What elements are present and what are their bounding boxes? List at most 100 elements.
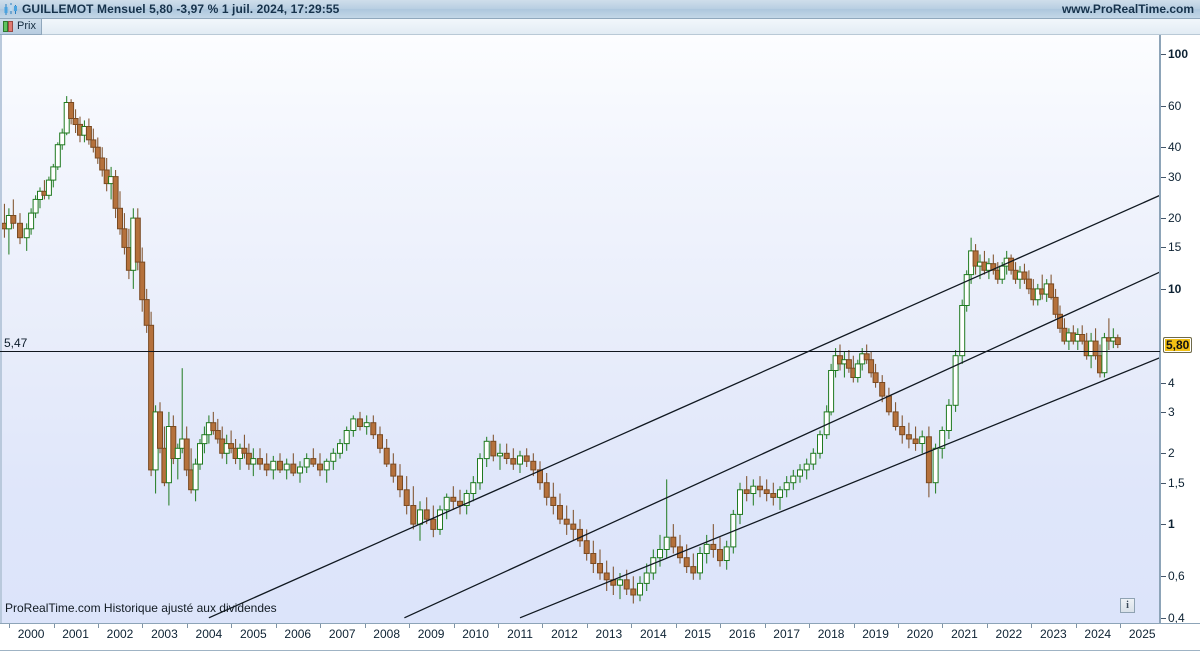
x-axis-label: 2010 [462, 627, 489, 641]
x-axis-tick [9, 624, 11, 628]
x-axis-label: 2008 [373, 627, 401, 641]
x-axis-tick [809, 624, 811, 628]
x-axis-label: 2011 [507, 627, 533, 641]
tab-prix[interactable]: Prix [0, 19, 42, 35]
candle-green-red-icon [3, 21, 14, 32]
candlestick-logo-icon [4, 3, 17, 15]
y-axis-tick [1161, 411, 1166, 413]
x-axis-tick [498, 624, 499, 628]
x-axis-label: 2002 [106, 627, 134, 641]
y-axis-label: 1 [1168, 517, 1175, 532]
brand-website: www.ProRealTime.com [1061, 2, 1194, 16]
plot-left-border [0, 35, 2, 623]
x-axis-tick [720, 624, 722, 628]
y-axis-tick [1161, 576, 1166, 578]
x-axis-label: 2025 [1128, 627, 1156, 641]
y-axis-label: 20 [1168, 211, 1182, 226]
y-axis-tick [1161, 288, 1166, 290]
x-axis-label: 2013 [595, 627, 623, 641]
x-axis-tick [898, 624, 899, 628]
x-axis-tick [1031, 624, 1033, 628]
y-axis-tick [1161, 524, 1166, 526]
y-axis-tick [1161, 218, 1166, 220]
y-axis-tick [1161, 482, 1166, 484]
y-axis-label: 3 [1168, 404, 1175, 419]
x-axis-tick [320, 624, 322, 628]
x-axis-tick [1120, 624, 1122, 628]
tab-prix-label: Prix [17, 20, 36, 32]
x-axis-tick [631, 624, 633, 628]
x-axis-tick [142, 624, 144, 628]
y-axis-label: 30 [1168, 169, 1182, 184]
y-axis-tick [1161, 382, 1166, 384]
y-axis-label: 60 [1168, 98, 1182, 113]
x-axis-label: 2012 [551, 627, 578, 641]
y-axis-tick [1161, 247, 1166, 249]
x-axis-label: 2021 [951, 627, 978, 641]
x-axis-tick [1075, 624, 1077, 628]
window-titlebar: GUILLEMOT Mensuel 5,80 -3,97 % 1 juil. 2… [0, 0, 1200, 19]
x-axis-tick [98, 624, 99, 628]
x-axis-tick [186, 624, 188, 628]
y-axis-tick [1161, 453, 1166, 455]
y-axis-tick [1161, 53, 1166, 55]
x-axis-label: 2005 [239, 627, 267, 641]
x-axis-tick [542, 624, 544, 628]
window-title: GUILLEMOT Mensuel 5,80 -3,97 % 1 juil. 2… [22, 2, 340, 16]
y-axis-tick [1161, 147, 1166, 149]
x-axis-tick [53, 624, 55, 628]
indicator-tabstrip: Prix [0, 19, 1200, 35]
x-axis-label: 2020 [906, 627, 934, 641]
y-axis-label: 100 [1168, 46, 1189, 61]
x-axis-label: 2023 [1039, 627, 1067, 641]
y-axis-label: 0,4 [1168, 610, 1185, 625]
y-axis-tick [1161, 617, 1166, 619]
y-axis[interactable]: 100 60 40 30 20 15 10 4 3 2 1,5 1 0,6 0,4 [1160, 35, 1200, 625]
y-axis-label: 2 [1168, 446, 1175, 461]
y-axis-tick [1161, 176, 1166, 178]
y-axis-label: 1,5 [1168, 475, 1185, 490]
x-axis-tick [764, 624, 766, 628]
x-axis-label: 2022 [995, 627, 1023, 641]
x-axis-label: 2017 [773, 627, 801, 641]
x-axis-tick [453, 624, 455, 628]
x-axis-tick [942, 624, 944, 628]
x-axis-label: 2018 [817, 627, 845, 641]
current-price-line [0, 350, 1160, 352]
y-axis-label: 0,6 [1168, 569, 1185, 584]
x-axis-label: 2019 [862, 627, 889, 641]
x-axis-label: 2007 [328, 627, 356, 641]
x-axis-tick [986, 624, 988, 628]
x-axis-tick [275, 624, 277, 628]
chart-watermark: ProRealTime.com Historique ajusté aux di… [5, 601, 277, 615]
y-axis-label: 40 [1168, 140, 1182, 155]
x-axis-tick [853, 624, 855, 628]
x-axis-label: 2015 [684, 627, 712, 641]
x-axis-bottom-border [0, 650, 1200, 651]
trendline-annotations[interactable] [0, 35, 1160, 623]
x-axis-label: 2009 [417, 627, 445, 641]
x-axis-label: 2016 [728, 627, 756, 641]
x-axis-tick [409, 624, 411, 628]
x-axis[interactable]: 2000 2001 2002 2003 2004 2005 2006 2007 2008 2009… [0, 623, 1200, 654]
y-axis-tick [1161, 105, 1166, 107]
y-axis-label: 4 [1168, 375, 1175, 390]
x-axis-label: 2003 [151, 627, 178, 641]
y-axis-label: 15 [1168, 240, 1182, 255]
x-axis-label: 2004 [195, 627, 223, 641]
candlestick-series [1, 96, 1121, 604]
last-price-badge: 5,80 [1163, 336, 1193, 353]
x-axis-tick [364, 624, 366, 628]
x-axis-tick [675, 624, 677, 628]
chart-plot-area[interactable]: ProRealTime.com Historique ajusté aux di… [0, 35, 1160, 623]
x-axis-label: 2001 [62, 627, 89, 641]
x-axis-tick [586, 624, 588, 628]
x-axis-label: 2006 [284, 627, 312, 641]
x-axis-label: 2014 [639, 627, 667, 641]
info-icon[interactable]: i [1120, 598, 1135, 613]
price-line-left-label: 5,47 [4, 335, 28, 350]
x-axis-tick [231, 624, 233, 628]
x-axis-label: 2024 [1084, 627, 1112, 641]
y-axis-label: 10 [1168, 281, 1182, 296]
